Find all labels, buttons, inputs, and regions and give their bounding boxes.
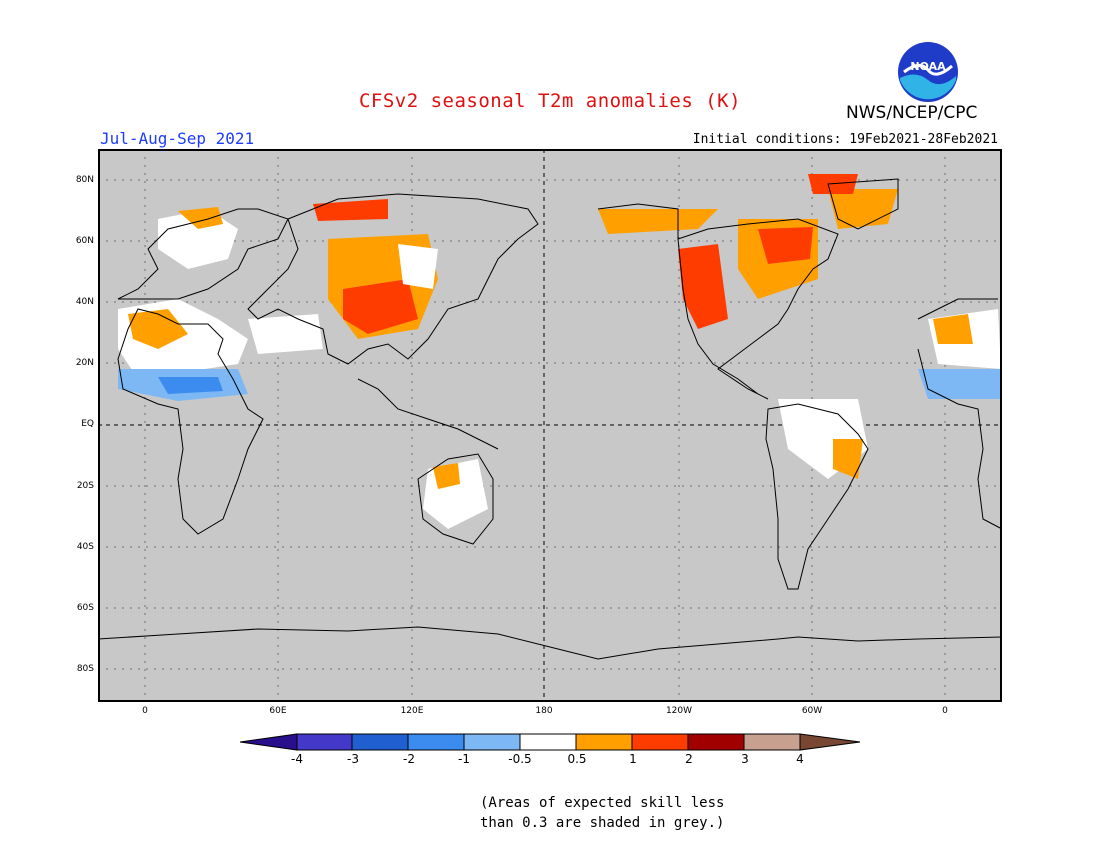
lon-label: 180 (535, 706, 553, 716)
colorbar-label: 3 (741, 752, 749, 766)
skill-note-line: than 0.3 are shaded in grey.) (480, 815, 725, 831)
lat-label: 60S (76, 603, 94, 613)
colorbar-segment (240, 733, 298, 751)
skill-note: (Areas of expected skill less than 0.3 a… (480, 793, 724, 833)
colorbar-segment (631, 733, 689, 751)
colorbar-label: -1 (458, 752, 470, 766)
lat-label: 80N (75, 175, 94, 185)
agency-label: NWS/NCEP/CPC (846, 103, 978, 123)
colorbar-segment (351, 733, 409, 751)
lon-label: 120E (400, 706, 424, 716)
coastlines (98, 178, 1002, 660)
anomaly-shading (118, 174, 1001, 529)
season-label: Jul-Aug-Sep 2021 (100, 129, 255, 148)
colorbar-segment (575, 733, 633, 751)
colorbar-segment (463, 733, 521, 751)
lon-label: 0 (142, 706, 148, 716)
initial-conditions-label: Initial conditions: 19Feb2021-28Feb2021 (692, 132, 998, 147)
lat-label: 20N (75, 358, 94, 368)
colorbar (240, 733, 861, 751)
map-frame (98, 149, 1002, 702)
colorbar-label: 0.5 (567, 752, 587, 766)
lat-label: 60N (75, 236, 94, 246)
colorbar-segment (687, 733, 745, 751)
world-map (98, 149, 1002, 702)
colorbar-label: -3 (347, 752, 359, 766)
colorbar-segment (743, 733, 801, 751)
colorbar-label: -4 (291, 752, 303, 766)
lon-label: 60W (801, 706, 823, 716)
colorbar-segment (296, 733, 353, 751)
colorbar-segment (407, 733, 465, 751)
lat-label: 80S (76, 664, 94, 674)
colorbar-label: -2 (403, 752, 415, 766)
lat-label: 20S (76, 481, 94, 491)
colorbar-label: 1 (629, 752, 637, 766)
lon-label: 0 (942, 706, 948, 716)
colorbar-label: -0.5 (508, 752, 532, 766)
lon-label: 60E (269, 706, 287, 716)
lon-label: 120W (665, 706, 693, 716)
skill-note-line: (Areas of expected skill less (480, 795, 725, 811)
chart-title: CFSv2 seasonal T2m anomalies (K) (358, 90, 742, 112)
colorbar-label: 4 (796, 752, 804, 766)
colorbar-segment (799, 733, 861, 751)
noaa-logo-text: NOAA (910, 60, 946, 73)
lat-label: EQ (81, 419, 94, 429)
lat-label: 40S (76, 542, 94, 552)
colorbar-label: 2 (685, 752, 693, 766)
lat-label: 40N (75, 297, 94, 307)
colorbar-segment (519, 733, 577, 751)
noaa-logo: NOAA (898, 42, 958, 102)
